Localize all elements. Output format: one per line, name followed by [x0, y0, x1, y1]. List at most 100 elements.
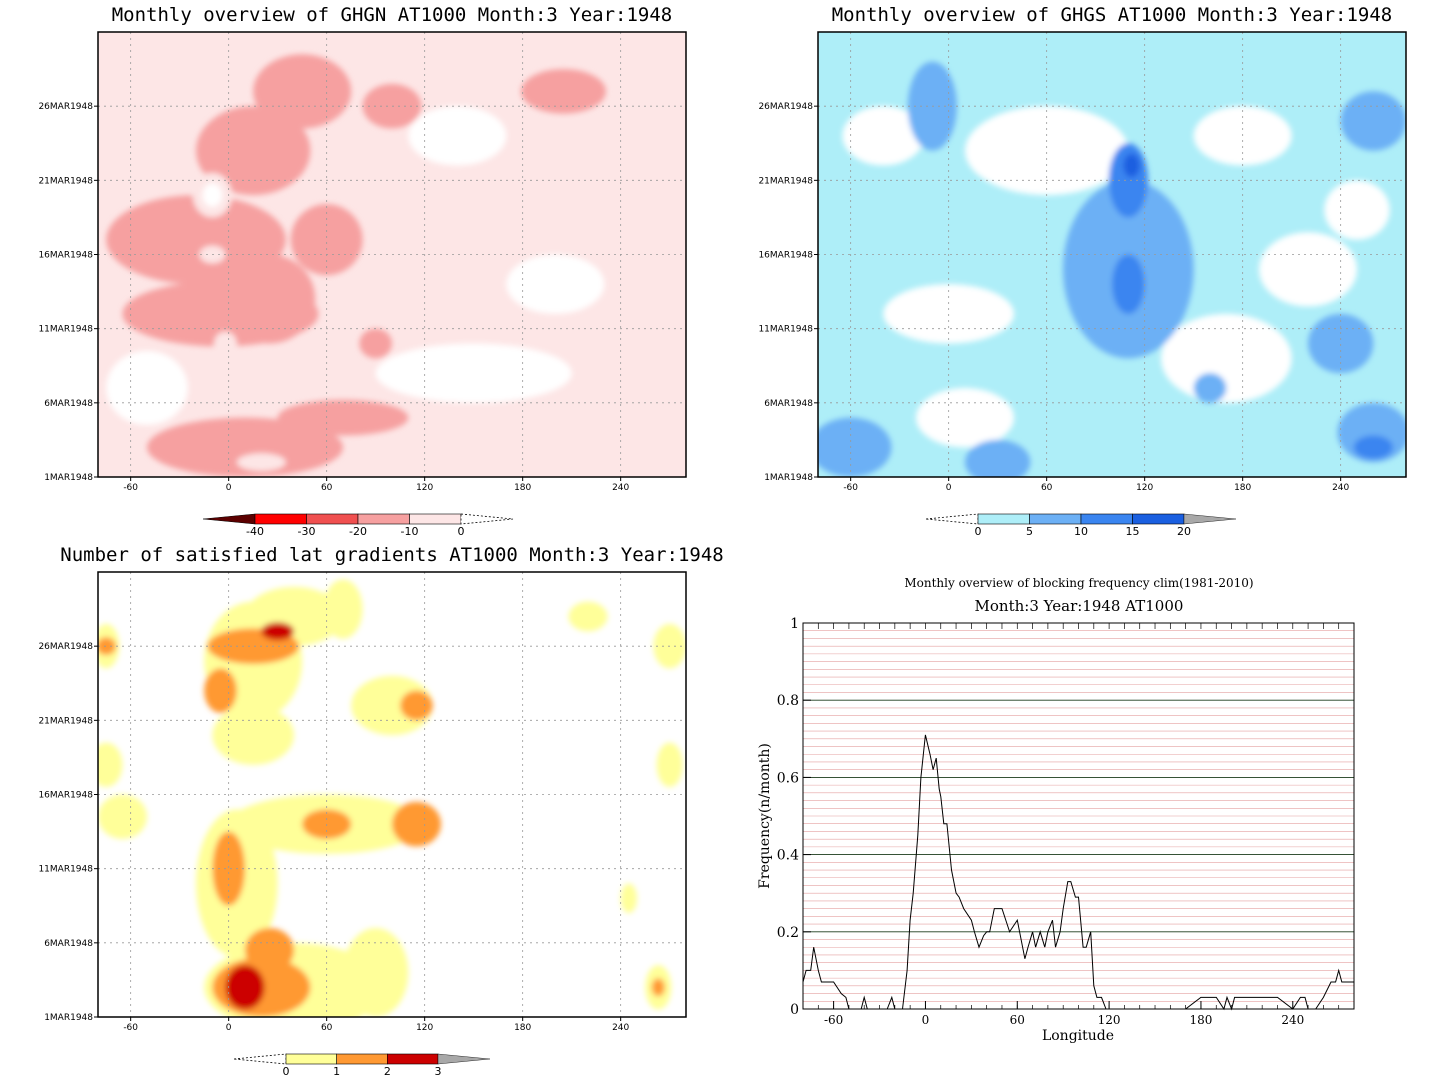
y-tick-label: 21MAR1948	[38, 176, 93, 186]
y-tick-label: 11MAR1948	[38, 865, 93, 875]
x-tick-label: 60	[1041, 483, 1053, 493]
contour-region	[842, 106, 925, 166]
x-tick-label: 120	[1098, 1013, 1121, 1027]
colorbar-end	[1183, 513, 1237, 525]
colorbar-tick-label: -20	[349, 525, 367, 538]
contour-region	[106, 195, 286, 285]
colorbar-tick-label: 2	[384, 1065, 391, 1078]
contour-region	[359, 328, 392, 359]
lat-gradients-axes: -60 0 60 120 180 240 1MAR1948 6MAR1948 11MAR1948…	[38, 571, 687, 1033]
x-tick-label: 240	[1281, 1013, 1304, 1027]
colorbar-tick-label: 1	[333, 1065, 340, 1078]
y-tick-label: 16MAR1948	[758, 251, 813, 261]
contour-regions	[106, 54, 606, 477]
contour-region	[106, 350, 188, 426]
colorbar-tick-label: -40	[246, 525, 264, 538]
x-tick-label: 240	[612, 1023, 629, 1033]
colorbar-end	[437, 1053, 491, 1065]
contour-region	[98, 742, 123, 788]
x-tick-label: 180	[514, 1023, 531, 1033]
ghgn-colorbar: -40 -30 -20 -10 0	[202, 513, 514, 538]
colorbar-swatch	[254, 513, 307, 525]
contour-region	[375, 343, 572, 403]
y-tick-label: 16MAR1948	[38, 251, 93, 261]
contour-region	[1112, 254, 1145, 314]
x-tick-label: 0	[946, 483, 952, 493]
colorbar-tick-label: 20	[1177, 525, 1191, 538]
colorbar-swatch	[1080, 513, 1133, 525]
x-tick-label: 60	[321, 1023, 333, 1033]
contour-region	[351, 675, 433, 736]
colorbar-tick-label: 3	[435, 1065, 442, 1078]
y-tick-label: 21MAR1948	[38, 716, 93, 726]
contour-region	[964, 106, 1129, 196]
blocking-x-axis-label: Longitude	[1042, 1028, 1114, 1044]
blocking-grid	[803, 630, 1354, 1002]
y-tick-label: 21MAR1948	[758, 176, 813, 186]
y-tick-label: 0	[790, 1002, 799, 1018]
contour-region	[620, 883, 637, 914]
blocking-y-axis-label: Frequency(n/month)	[757, 743, 773, 889]
x-tick-label: -60	[824, 1013, 843, 1027]
x-tick-label: 120	[416, 1023, 433, 1033]
x-tick-label: 240	[1332, 483, 1349, 493]
ghgs-colorbar: 0 5 10 15 20	[925, 513, 1237, 538]
lat-gradients-panel: Number of satisfied lat gradients AT1000…	[38, 544, 723, 1078]
colorbar-tick-label: -10	[401, 525, 419, 538]
x-tick-label: 0	[226, 1023, 232, 1033]
y-tick-label: 6MAR1948	[44, 399, 93, 409]
y-tick-label: 0.4	[777, 848, 799, 864]
colorbar-tick-label: 5	[1026, 525, 1033, 538]
contour-region	[1161, 313, 1292, 403]
colorbar-end	[460, 513, 514, 525]
x-tick-label: -60	[123, 483, 138, 493]
contour-region	[343, 928, 409, 1017]
x-tick-label: -60	[843, 483, 858, 493]
colorbar-swatch	[285, 1053, 337, 1065]
colorbar-tick-label: 0	[458, 525, 465, 538]
ghgs-title: Monthly overview of GHGS AT1000 Month:3 …	[832, 4, 1393, 26]
ghgs-panel: Monthly overview of GHGS AT1000 Month:3 …	[758, 4, 1407, 538]
y-tick-label: 1MAR1948	[44, 473, 93, 483]
y-tick-label: 6MAR1948	[764, 399, 813, 409]
colorbar-tick-label: 15	[1126, 525, 1140, 538]
contour-region	[98, 637, 116, 656]
x-tick-label: 60	[321, 483, 333, 493]
colorbar-tick-label: 0	[975, 525, 982, 538]
lat-gradients-plot-area	[98, 572, 686, 1017]
y-tick-label: 11MAR1948	[758, 325, 813, 335]
blocking-line-layer	[802, 734, 1354, 1011]
y-tick-label: 26MAR1948	[38, 642, 93, 652]
contour-regions	[818, 61, 1406, 477]
colorbar-swatch	[306, 513, 359, 525]
colorbar-end	[925, 513, 979, 525]
colorbar-swatch	[357, 513, 410, 525]
blocking-title: Monthly overview of blocking frequency c…	[904, 576, 1253, 590]
contour-region	[392, 801, 441, 847]
contour-region	[213, 331, 237, 356]
contour-region	[253, 54, 352, 129]
frequency-series-line	[802, 734, 1354, 1011]
colorbar-swatch	[1132, 513, 1185, 525]
contour-region	[223, 254, 316, 344]
x-tick-label: -60	[123, 1023, 138, 1033]
x-tick-label: 120	[1136, 483, 1153, 493]
colorbar-tick-label: 10	[1074, 525, 1088, 538]
contour-region	[506, 254, 605, 314]
ghgn-panel: Monthly overview of GHGN AT1000 Month:3 …	[38, 4, 687, 538]
contour-region	[212, 831, 246, 906]
ghgn-axes: -60 0 60 120 180 240 1MAR1948 6MAR1948 11MAR1948…	[38, 31, 687, 493]
contour-region	[651, 978, 665, 997]
x-tick-label: 0	[226, 483, 232, 493]
contour-region	[225, 965, 265, 1010]
contour-region	[1324, 180, 1390, 240]
x-tick-label: 0	[922, 1013, 930, 1027]
contour-region	[656, 742, 683, 788]
contour-region	[147, 417, 343, 477]
contour-region	[1340, 91, 1406, 151]
y-tick-label: 0.6	[777, 770, 799, 786]
y-tick-label: 26MAR1948	[758, 102, 813, 112]
lat-gradients-title: Number of satisfied lat gradients AT1000…	[60, 544, 723, 566]
colorbar-end	[233, 1053, 287, 1065]
